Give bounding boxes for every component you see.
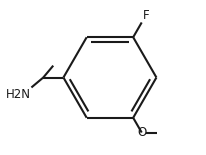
Text: H2N: H2N [6, 88, 31, 101]
Text: F: F [143, 9, 149, 22]
Text: O: O [137, 126, 146, 139]
